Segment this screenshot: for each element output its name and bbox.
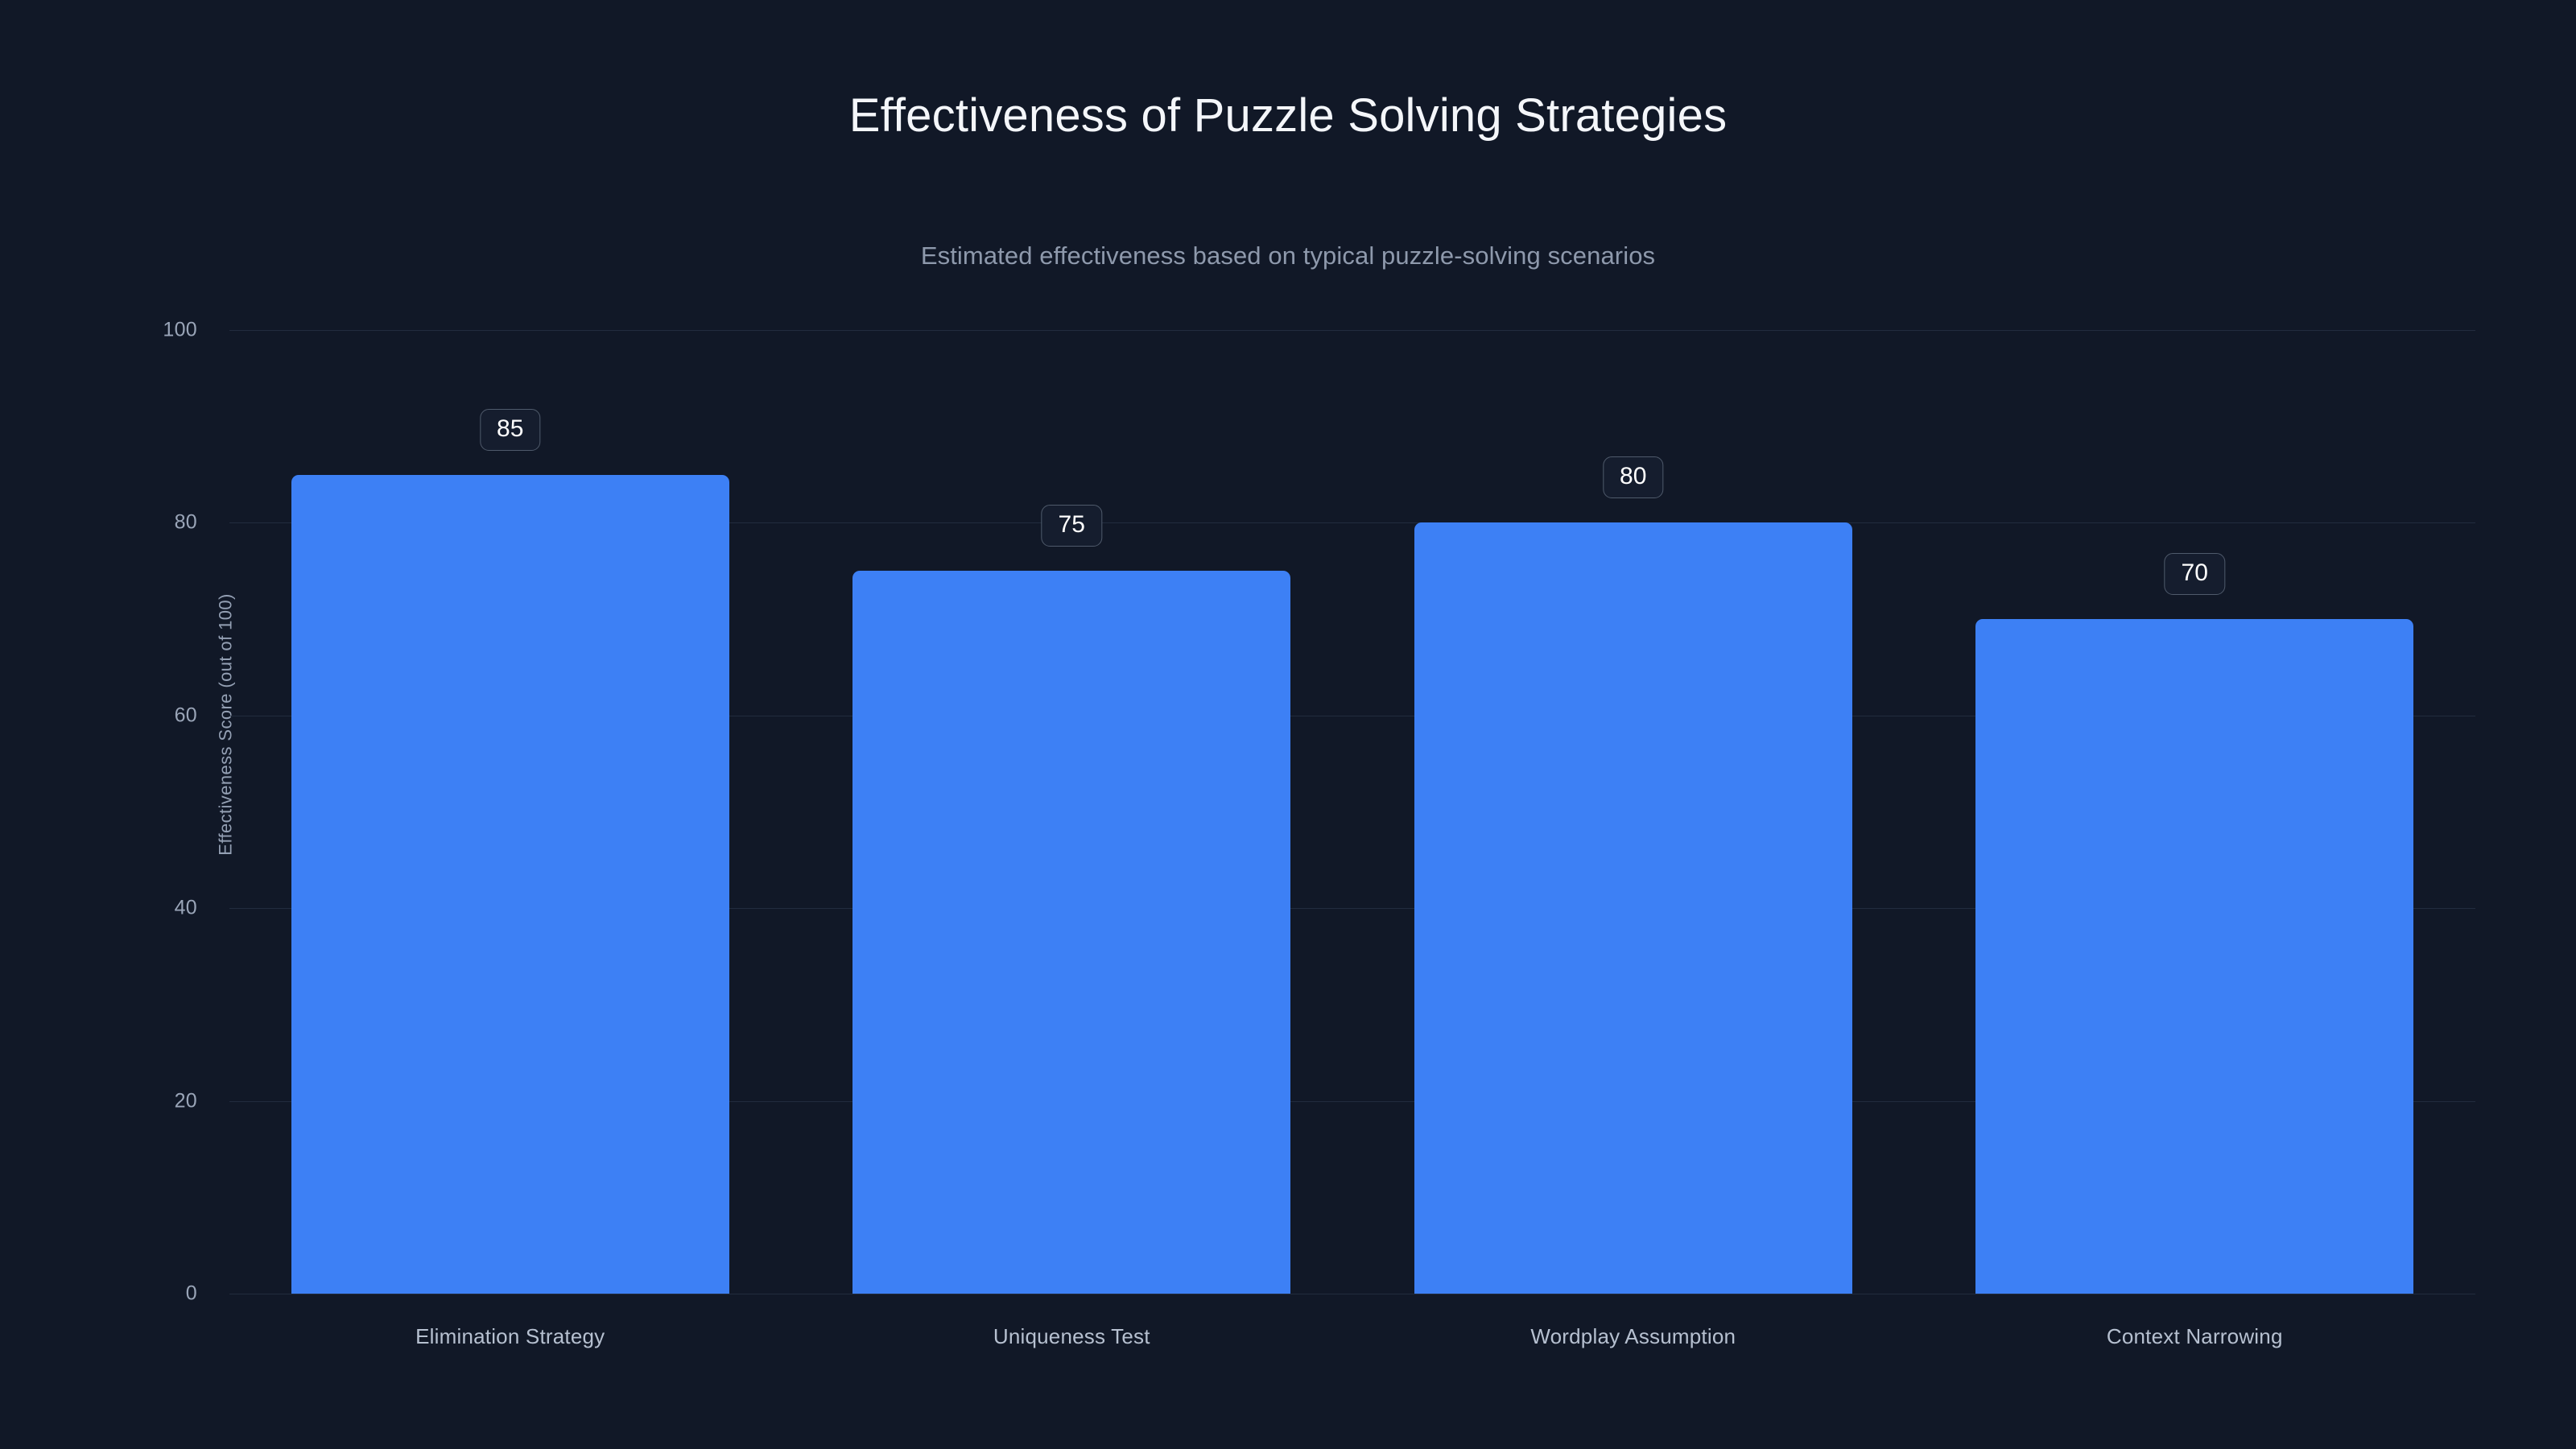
page-title: Effectiveness of Puzzle Solving Strategi… <box>848 89 1728 142</box>
chart-subtitle: Estimated effectiveness based on typical… <box>920 242 1656 270</box>
y-axis-tick-label: 0 <box>185 1282 197 1305</box>
bar-slot: 85 Elimination Strategy <box>229 330 791 1348</box>
bar-slot: 70 Context Narrowing <box>1914 330 2476 1348</box>
y-axis-tick-label: 100 <box>163 318 197 341</box>
bar-value-badge: 85 <box>480 408 541 451</box>
gridline <box>229 908 2475 910</box>
bar-column[interactable]: 85 <box>291 330 729 1294</box>
y-axis-tick-label: 80 <box>174 510 197 534</box>
bar[interactable] <box>291 474 729 1294</box>
x-axis-category-label: Uniqueness Test <box>993 1324 1150 1348</box>
bar-value-badge: 80 <box>1603 456 1664 499</box>
bar-column[interactable]: 75 <box>852 330 1291 1294</box>
bar-column[interactable]: 70 <box>1975 330 2414 1294</box>
gridline <box>229 1100 2475 1102</box>
plot-area: 0 20 40 60 80 100 85 Elimination Strategy 75 Uni… <box>163 319 2476 1348</box>
bar[interactable] <box>1414 522 1852 1294</box>
x-axis-category-label: Elimination Strategy <box>415 1324 605 1348</box>
bar-slot: 75 Uniqueness Test <box>791 330 1353 1348</box>
bar-column[interactable]: 80 <box>1414 330 1852 1294</box>
bar-value-badge: 70 <box>2164 553 2225 596</box>
bar-slot: 80 Wordplay Assumption <box>1352 330 1914 1348</box>
y-axis-tick-label: 20 <box>174 1089 197 1113</box>
bar-value-badge: 75 <box>1041 505 1102 547</box>
y-axis-tick-label: 40 <box>174 896 197 919</box>
bar[interactable] <box>852 571 1291 1294</box>
x-axis-category-label: Context Narrowing <box>2106 1324 2283 1348</box>
gridline <box>229 330 2475 331</box>
bar[interactable] <box>1975 619 2414 1294</box>
bars-group: 85 Elimination Strategy 75 Uniqueness Test 8… <box>229 330 2476 1348</box>
x-axis-category-label: Wordplay Assumption <box>1530 1324 1736 1348</box>
gridline <box>229 522 2475 524</box>
y-axis-tick-label: 60 <box>174 704 197 727</box>
